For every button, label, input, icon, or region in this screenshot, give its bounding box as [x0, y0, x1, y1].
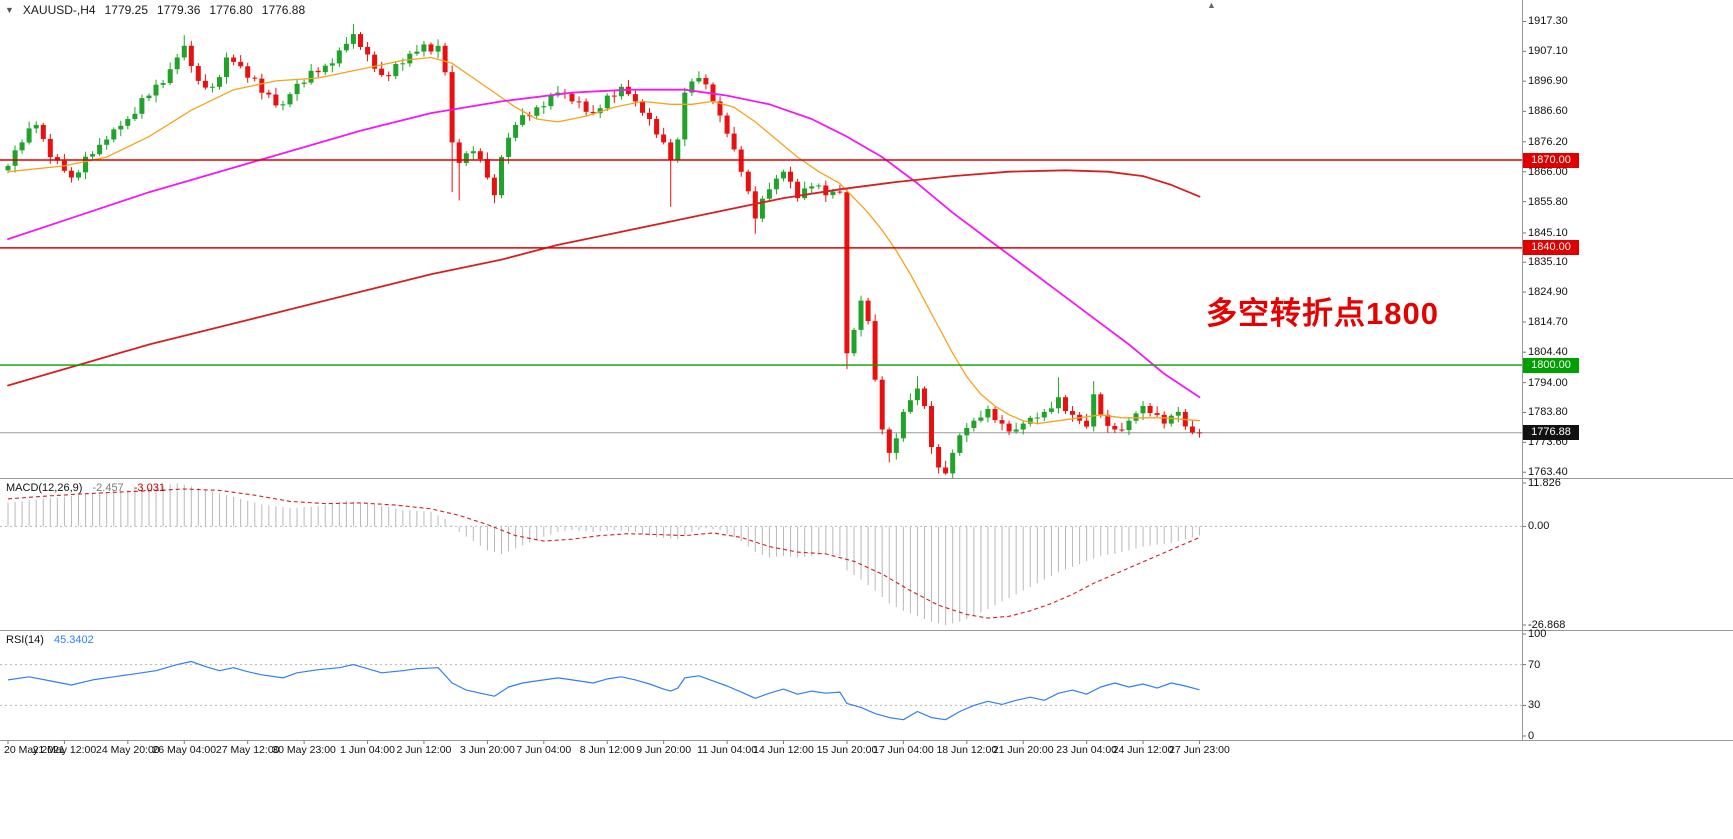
- time-axis-label: 9 Jun 20:00: [636, 744, 692, 756]
- rsi-axis-tick: 0: [1528, 730, 1535, 742]
- time-axis-label: 14 Jun 12:00: [753, 744, 814, 756]
- rsi-axis-tick: 30: [1528, 699, 1541, 712]
- chart-shift-marker-icon[interactable]: ▲: [1207, 0, 1216, 10]
- time-axis-label: 1 Jun 04:00: [340, 744, 395, 756]
- price-axis-tick: 1794.00: [1528, 376, 1568, 389]
- time-axis-label: 20 May 2021: [4, 744, 65, 756]
- symbol-period-label: XAUUSD-,H4: [22, 3, 96, 17]
- macd-axis-tick: 11.826: [1528, 477, 1561, 489]
- annotation-text[interactable]: 多空转折点1800: [1206, 296, 1439, 331]
- level-price-label: 1870.00: [1523, 152, 1579, 168]
- macd-axis-tick: 0.00: [1528, 520, 1550, 533]
- price-axis-tick: 1814.70: [1528, 315, 1568, 328]
- price-axis[interactable]: 1870.00 1840.00 1800.00 1776.88 1917.30 1907.…: [1522, 0, 1733, 760]
- symbol-info-bar: ▼ XAUUSD-,H4 1779.25 1779.36 1776.80 177…: [5, 3, 305, 17]
- macd-signal-value: -3.031: [133, 482, 165, 494]
- ohlc-low: 1776.80: [209, 3, 253, 17]
- price-axis-tick: 1917.30: [1528, 15, 1568, 28]
- time-axis-label: 11 Jun 04:00: [697, 744, 758, 756]
- ohlc-close: 1776.88: [261, 3, 306, 17]
- ohlc-open: 1779.25: [104, 3, 148, 17]
- ma-mid-line[interactable]: [7, 88, 1201, 399]
- rsi-panel: [0, 660, 1522, 721]
- macd-main-value: -2.457: [92, 482, 124, 494]
- price-axis-tick: 1886.60: [1528, 105, 1568, 118]
- time-axis-label: 7 Jun 04:00: [516, 744, 572, 756]
- macd-axis-tick: -26.868: [1528, 619, 1566, 631]
- panel-dividers[interactable]: [0, 0, 1733, 741]
- price-axis-tick: 1773.60: [1528, 436, 1568, 449]
- time-axis-label: 23 Jun 04:00: [1056, 744, 1117, 756]
- rsi-indicator-label: RSI(14) 45.3402: [6, 634, 101, 646]
- time-axis-label: 2 Jun 12:00: [396, 744, 452, 756]
- time-axis-label: 24 Jun 12:00: [1112, 744, 1174, 756]
- price-axis-tick: 1866.00: [1528, 165, 1568, 178]
- price-axis-tick: 1763.40: [1528, 466, 1568, 479]
- price-axis-tick: 1824.90: [1528, 286, 1568, 299]
- ohlc-high: 1779.36: [157, 3, 201, 17]
- time-axis-label: 30 May 23:00: [272, 744, 336, 756]
- time-axis-label: 27 May 12:00: [215, 744, 280, 756]
- time-axis-label: 26 May 04:00: [152, 744, 217, 756]
- rsi-value: 45.3402: [53, 634, 94, 646]
- time-axis-label: 27 Jun 23:00: [1169, 744, 1230, 756]
- rsi-name: RSI(14): [6, 634, 44, 646]
- time-axis-label: 3 Jun 20:00: [459, 744, 515, 756]
- macd-indicator-label: MACD(12,26,9) -2.457 -3.031: [6, 482, 172, 494]
- one-click-trading-arrow-icon[interactable]: ▼: [5, 5, 14, 15]
- candles-series: [5, 24, 1202, 479]
- price-axis-tick: 1876.20: [1528, 135, 1568, 148]
- rsi-axis-tick: 70: [1528, 658, 1541, 671]
- time-axis-label: 24 May 20:00: [96, 744, 160, 756]
- axis-ticks: [7, 20, 1526, 744]
- price-axis-tick: 1783.80: [1528, 406, 1568, 419]
- time-axis-label: 21 Jun 20:00: [992, 744, 1054, 756]
- ma-fast-line[interactable]: [7, 56, 1201, 425]
- macd-name: MACD(12,26,9): [6, 482, 83, 494]
- price-axis-tick: 1845.10: [1528, 226, 1568, 239]
- current-price-label: 1776.88: [1523, 425, 1579, 441]
- rsi-axis-tick: 100: [1528, 628, 1547, 640]
- level-price-label: 1800.00: [1523, 357, 1579, 373]
- horizontal-level-lines[interactable]: [0, 159, 1522, 366]
- time-axis-label: 21 May 12:00: [32, 744, 97, 756]
- price-axis-tick: 1855.80: [1528, 195, 1568, 208]
- time-axis-label: 17 Jun 04:00: [872, 744, 934, 756]
- time-axis-label: 8 Jun 12:00: [579, 744, 635, 756]
- ma-slow-line[interactable]: [7, 169, 1201, 387]
- macd-panel: [0, 483, 1522, 625]
- price-axis-tick: 1804.40: [1528, 346, 1568, 359]
- level-price-label: 1840.00: [1523, 240, 1579, 256]
- time-axis-label: 15 Jun 20:00: [816, 744, 878, 756]
- time-axis-label: 18 Jun 12:00: [936, 744, 998, 756]
- price-axis-tick: 1907.10: [1528, 45, 1568, 58]
- time-axis[interactable]: 20 May 2021 21 May 12:00 24 May 20:00 26 Ma…: [0, 741, 1522, 759]
- price-axis-tick: 1835.10: [1528, 256, 1568, 269]
- price-axis-tick: 1896.90: [1528, 75, 1568, 88]
